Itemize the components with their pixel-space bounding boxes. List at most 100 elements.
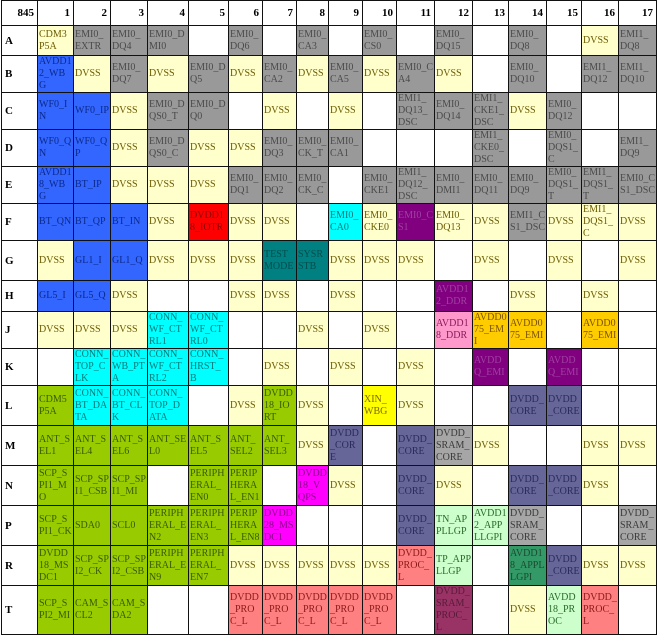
pin-cell: EMI0_DQ8	[508, 25, 547, 56]
pin-cell: EMI0_CA2	[262, 55, 297, 93]
pin-cell: DVSS	[228, 203, 263, 241]
column-header-row: 845 1 2 3 4 5 6 7 8 9 10 11 12 13 14 15 16 17	[1, 0, 657, 26]
pin-cell: DVSS	[296, 425, 329, 466]
empty-cell	[472, 465, 509, 506]
pin-cell: DVSS	[262, 203, 297, 241]
pin-cell: EMI0_DQ4	[110, 25, 148, 56]
pin-cell: WF0_QP	[73, 129, 111, 167]
empty-cell	[508, 240, 547, 281]
pin-cell: DVSS	[328, 92, 363, 130]
pin-cell: DVSS	[362, 240, 397, 281]
empty-cell	[546, 425, 582, 466]
empty-cell	[296, 203, 329, 241]
empty-cell	[228, 92, 263, 130]
table-row: A CDM3P5A EMI0_EXTR EMI0_DQ4 EMI0_DMI0 EMI0_D…	[1, 25, 657, 56]
pin-cell: CONN_WF_CTRL1	[147, 311, 189, 349]
pin-cell: EMI0_DQ10	[508, 55, 547, 93]
empty-cell	[618, 280, 657, 312]
pin-cell: DVSS	[296, 545, 329, 586]
empty-cell	[546, 311, 582, 349]
pin-cell: BT_IN	[110, 203, 148, 241]
pin-cell: AVDD18_PROC	[546, 585, 582, 635]
pin-cell: SCP_SPI1_MI	[110, 465, 148, 506]
pin-cell: EMI0_CS0	[362, 25, 397, 56]
pin-cell: DVSS	[472, 425, 509, 466]
pin-cell: EMI0_CKE1	[362, 166, 397, 204]
empty-cell	[262, 465, 297, 506]
pin-cell: DVDD_SRAM_CORE	[434, 425, 473, 466]
pin-cell: DVSS	[228, 55, 263, 93]
pin-cell: DVSS	[362, 311, 397, 349]
pin-cell: EMI0_DQ9	[508, 166, 547, 204]
pin-cell: DVSS	[618, 425, 657, 466]
pin-cell: SCP_SPI1_CK	[37, 505, 74, 546]
column-header: 15	[546, 0, 582, 26]
empty-cell	[188, 280, 229, 312]
empty-cell	[296, 92, 329, 130]
empty-cell	[262, 311, 297, 349]
pin-cell: ANT_SEL5	[188, 425, 229, 466]
column-header: 17	[618, 0, 657, 26]
pin-cell: DVSS	[228, 129, 263, 167]
pin-cell: CAM_SDA2	[110, 585, 148, 635]
table-row: N SCP_SPI1_MO SCP_SPI1_CSB SCP_SPI1_MI PERIP…	[1, 465, 657, 506]
pin-cell: DVDD_PROC_L	[296, 585, 329, 635]
pin-cell: DVSS	[362, 545, 397, 586]
pin-cell: DVSS	[147, 55, 189, 93]
empty-cell	[434, 240, 473, 281]
pin-cell: DVSS	[328, 240, 363, 281]
pin-cell: PERIPHERAL_EN3	[188, 505, 229, 546]
empty-cell	[396, 311, 435, 349]
pin-cell: EMI0_CS1	[396, 203, 435, 241]
pin-cell: DVSS	[228, 280, 263, 312]
pin-cell: DVSS	[296, 385, 329, 426]
pin-cell: PERIPHERAL_EN9	[147, 545, 189, 586]
empty-cell	[472, 55, 509, 93]
pin-cell: AVDD12_WBG	[37, 55, 74, 93]
empty-cell	[618, 585, 657, 635]
pin-cell: BT_QP	[73, 203, 111, 241]
empty-cell	[328, 25, 363, 56]
pin-cell: ANT_SEL6	[110, 425, 148, 466]
pin-cell: AVDDQ_EMI	[546, 348, 582, 386]
pin-cell: CDM5P5A	[37, 385, 74, 426]
pin-cell: EMI0_DQS1_T	[546, 166, 582, 204]
pin-cell: PERIPHERAL_EN7	[188, 545, 229, 586]
empty-cell	[618, 348, 657, 386]
empty-cell	[581, 240, 619, 281]
row-header: P	[1, 505, 38, 546]
empty-cell	[362, 348, 397, 386]
pin-cell: DVSS	[581, 465, 619, 506]
pin-cell: EMI0_CA1	[328, 129, 363, 167]
empty-cell	[581, 92, 619, 130]
empty-cell	[228, 311, 263, 349]
row-header: R	[1, 545, 38, 586]
pin-cell: XIN_WBG	[362, 385, 397, 426]
pin-cell: DVSS	[472, 240, 509, 281]
empty-cell	[362, 129, 397, 167]
pin-cell: BT_QN	[37, 203, 74, 241]
table-row: P SCP_SPI1_CK SDA0 SCL0 PERIPHERAL_EN2 PERIPH…	[1, 505, 657, 546]
pin-cell: DVSS	[328, 348, 363, 386]
pin-cell: GL5_I	[37, 280, 74, 312]
column-header: 14	[508, 0, 547, 26]
empty-cell	[581, 385, 619, 426]
pin-cell: EMI1_DQ10	[618, 55, 657, 93]
pin-cell: DVSS	[296, 311, 329, 349]
pin-cell: DVSS	[110, 166, 148, 204]
pin-cell: DVSS	[396, 240, 435, 281]
pin-cell: EMI0_DQS0_T	[147, 92, 189, 130]
pin-cell: AVDD12_DDR	[434, 280, 473, 312]
table-row: T SCP_SPI2_MI CAM_SCL2 CAM_SDA2 DVDD_PROC_L D…	[1, 585, 657, 635]
pin-cell: DVSS	[508, 92, 547, 130]
pin-cell: EMI0_DQ15	[434, 25, 473, 56]
pin-cell: DVSS	[581, 280, 619, 312]
pin-cell: DVSS	[546, 240, 582, 281]
pin-cell: DVSS	[228, 545, 263, 586]
pin-cell: DVDD28_MSDC1	[262, 505, 297, 546]
row-header: N	[1, 465, 38, 506]
pin-cell: DVSS	[328, 545, 363, 586]
empty-cell	[188, 25, 229, 56]
pin-cell: EMI1_DQ12_DSC	[396, 166, 435, 204]
pin-cell: EMI0_DQS0_C	[147, 129, 189, 167]
